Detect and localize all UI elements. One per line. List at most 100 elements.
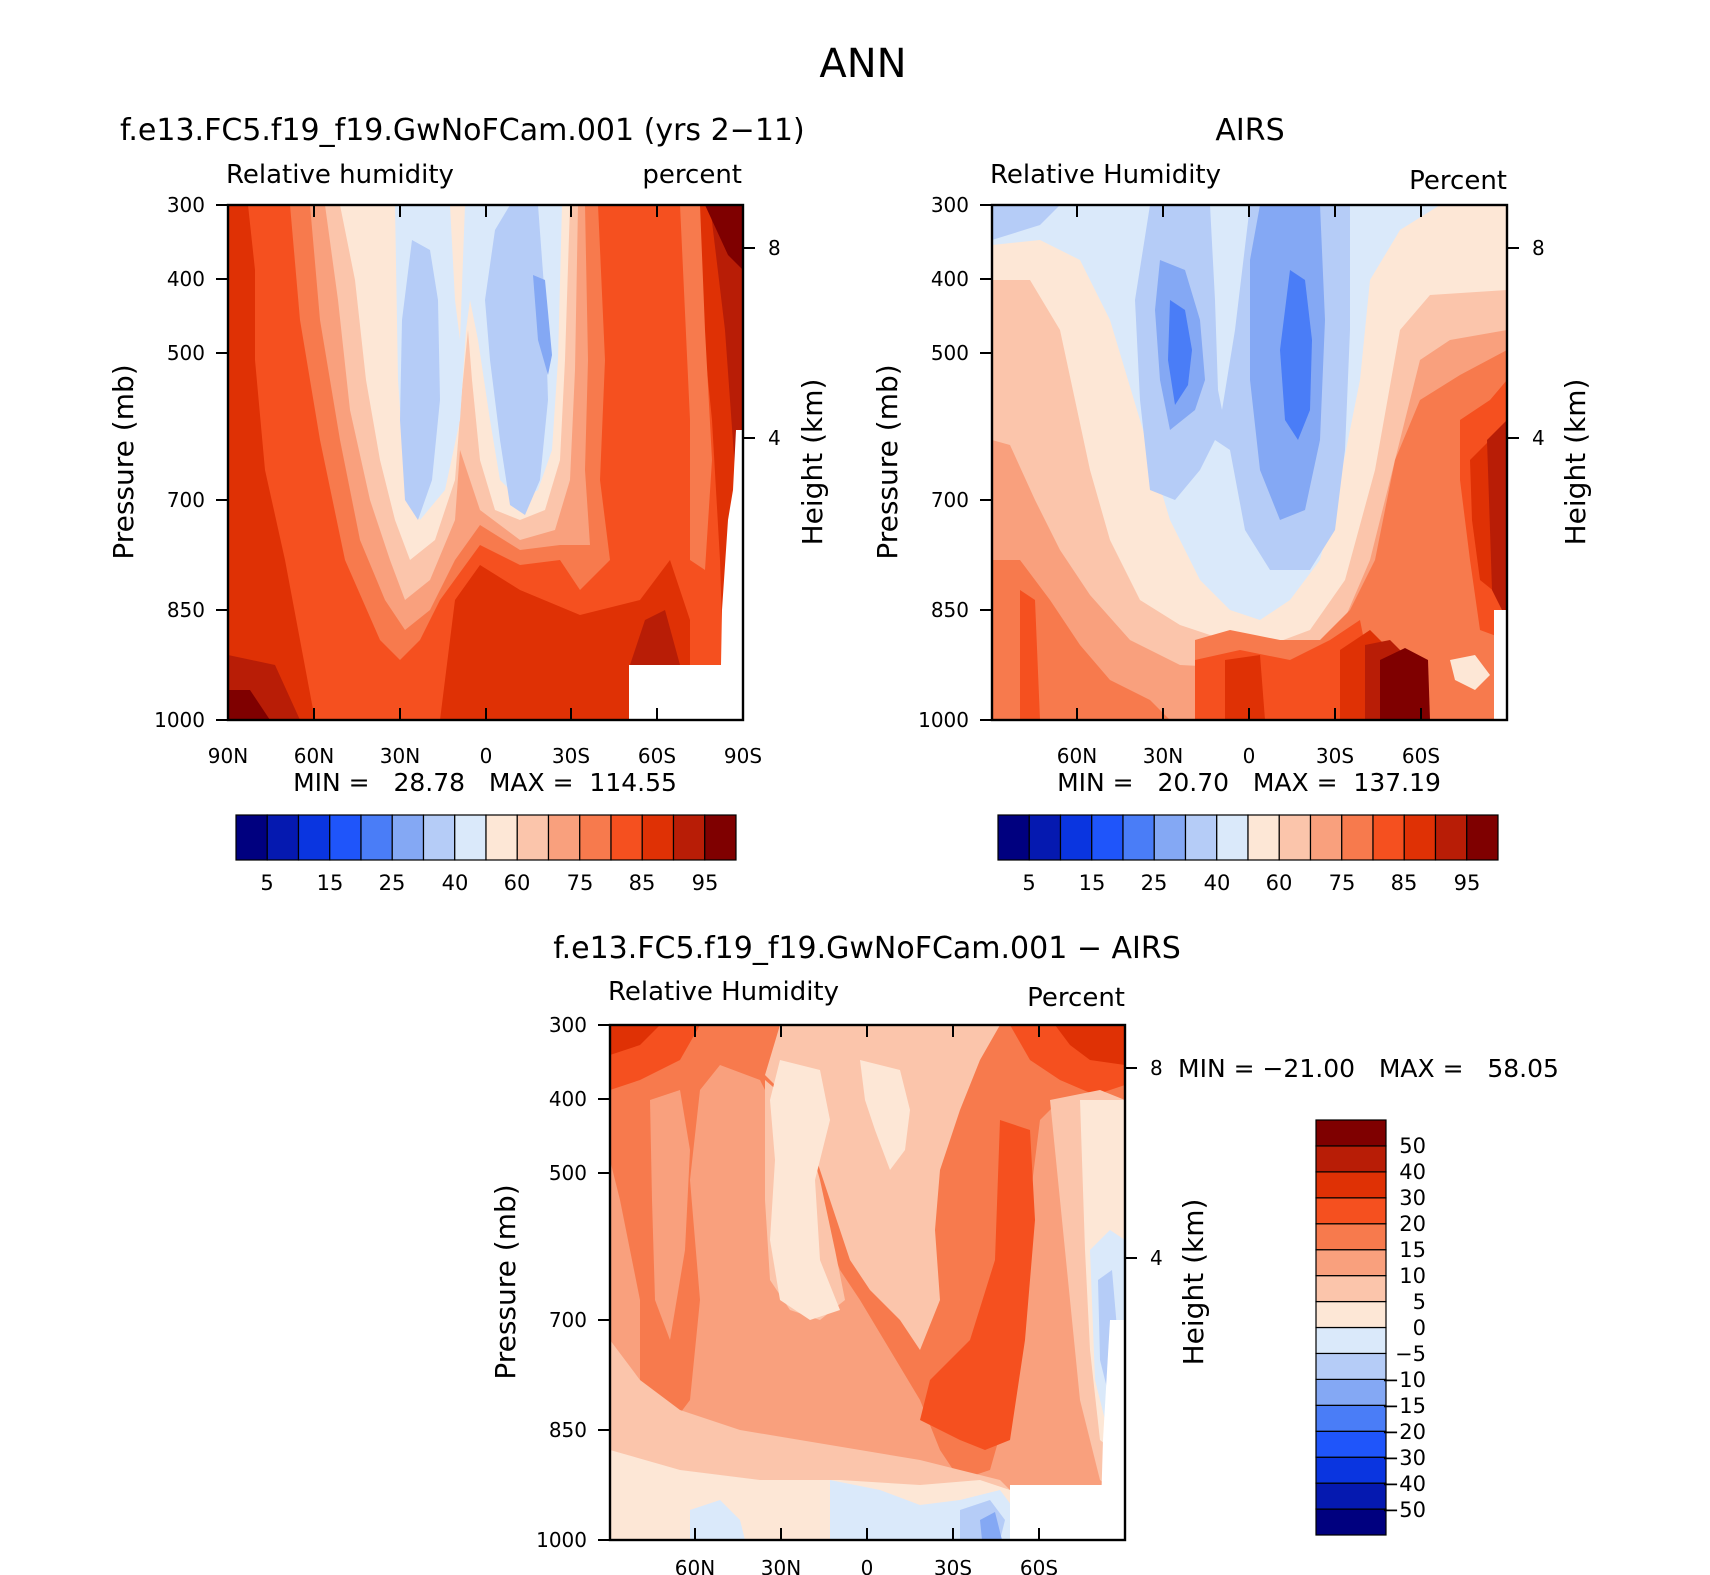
contour-band <box>770 1060 840 1320</box>
contour-band <box>1225 655 1265 720</box>
colorbar-label: 95 <box>1454 871 1481 895</box>
colorbar-label: 75 <box>1329 871 1356 895</box>
contour-band <box>690 1500 745 1540</box>
colorbar-box <box>297 814 331 861</box>
contour-band <box>1380 648 1430 720</box>
colorbar-box <box>1278 814 1312 861</box>
colorbar-label: 60 <box>1266 871 1293 895</box>
missing-data-region <box>720 430 743 720</box>
contour-band <box>705 205 743 270</box>
colorbar-label: 85 <box>1391 871 1418 895</box>
colorbar-box <box>516 814 550 861</box>
colorbar-label: −40 <box>1382 1472 1426 1496</box>
y-tick-label: 850 <box>167 598 205 622</box>
colorbar-tick-labels: 5 15 25 40 60 75 85 95 <box>1022 871 1480 895</box>
y-tick-label: 400 <box>167 267 205 291</box>
right-tick-label: 4 <box>1150 1246 1163 1270</box>
missing-data-region <box>1100 1320 1125 1540</box>
colorbar-label: 40 <box>1399 1160 1426 1184</box>
y-axis-title: Pressure (mb) <box>871 364 904 559</box>
x-tick-label: 60S <box>1402 744 1440 768</box>
y-tick-label: 500 <box>549 1161 587 1185</box>
colorbar-label: −10 <box>1382 1368 1426 1392</box>
contour-band <box>610 1025 660 1055</box>
axis-ticks <box>216 204 755 721</box>
colorbar-box <box>641 814 675 861</box>
y-tick-label: 850 <box>549 1418 587 1442</box>
contour-band <box>992 205 1060 240</box>
colorbar-label: 5 <box>1413 1290 1426 1314</box>
colorbar-label: −15 <box>1382 1394 1426 1418</box>
y-tick-label: 1000 <box>536 1528 587 1552</box>
contour-band <box>228 690 270 720</box>
min-max-label: MIN = −21.00 MAX = 58.05 <box>1178 1054 1559 1083</box>
x-tick-label: 30N <box>761 1556 801 1575</box>
colorbar-box <box>704 814 737 861</box>
colorbar-box <box>1122 814 1155 861</box>
colorbar-box <box>1091 814 1124 861</box>
y-axis-title: Pressure (mb) <box>489 1184 522 1379</box>
heatmap-plot <box>226 203 745 722</box>
panel-subtitle-left: Relative Humidity <box>990 160 1221 190</box>
panel-title: f.e13.FC5.f19_f19.GwNoFCam.001 − AIRS <box>553 931 1181 966</box>
right-tick-label: 4 <box>1532 426 1545 450</box>
colorbar-box <box>1315 1300 1387 1329</box>
colorbar-label: −5 <box>1395 1342 1426 1366</box>
colorbar-boxes <box>997 814 1499 861</box>
y-tick-label: 700 <box>167 488 205 512</box>
colorbar-box <box>1028 814 1062 861</box>
contour-band <box>860 1060 910 1170</box>
colorbar-box <box>1466 814 1499 861</box>
colorbar-box <box>1315 1145 1387 1173</box>
axis-ticks <box>598 1024 1137 1541</box>
colorbar-box <box>1315 1430 1387 1458</box>
contour-band <box>1055 1025 1125 1065</box>
colorbar-box <box>1315 1352 1387 1380</box>
colorbar-label: 0 <box>1413 1316 1426 1340</box>
missing-data-region <box>1494 610 1507 720</box>
contour-band <box>710 205 743 520</box>
colorbar-box <box>360 814 393 861</box>
panel-subtitle-right: percent <box>642 160 742 190</box>
colorbar-box <box>1309 814 1343 861</box>
contour-band <box>980 1512 1002 1540</box>
contour-band <box>1450 655 1490 690</box>
colorbar-label: 30 <box>1399 1186 1426 1210</box>
colorbar-label: 25 <box>379 871 406 895</box>
colorbar-box <box>1315 1171 1387 1199</box>
colorbar-label: 95 <box>692 871 719 895</box>
contour-band <box>1487 420 1507 620</box>
min-max-label: MIN = 20.70 MAX = 137.19 <box>1057 768 1441 797</box>
colorbar: 5 15 25 40 60 75 85 95 <box>235 814 737 895</box>
panel-subtitle-right: Percent <box>1027 983 1125 1013</box>
panel-title: AIRS <box>1215 113 1284 148</box>
colorbar-label: 75 <box>567 871 594 895</box>
right-axis-title: Height (km) <box>1177 1199 1210 1366</box>
colorbar-box <box>579 814 612 861</box>
colorbar-box <box>1372 814 1405 861</box>
colorbar-label: −20 <box>1382 1420 1426 1444</box>
colorbar-box <box>485 814 518 861</box>
colorbar-box <box>1315 1119 1387 1147</box>
contour-band <box>630 610 680 665</box>
y-tick-label: 850 <box>931 598 969 622</box>
axis-tick-labels: 60N 30N 0 30S 60S 300 400 500 700 850 10… <box>918 193 1545 768</box>
right-axis-title: Height (km) <box>796 379 829 546</box>
heatmap-plot <box>990 203 1509 722</box>
panel-model: f.e13.FC5.f19_f19.GwNoFCam.001 (yrs 2−11… <box>107 113 829 895</box>
y-tick-label: 300 <box>931 193 969 217</box>
contour-band <box>920 1120 1035 1450</box>
colorbar-label: 15 <box>1399 1238 1426 1262</box>
y-tick-label: 700 <box>549 1308 587 1332</box>
x-tick-label: 60N <box>1057 744 1097 768</box>
colorbar-label: 5 <box>260 871 273 895</box>
colorbar-label: 15 <box>1079 871 1106 895</box>
x-tick-label: 30N <box>1143 744 1183 768</box>
colorbar-box <box>1184 814 1218 861</box>
y-tick-label: 400 <box>549 1087 587 1111</box>
colorbar-label: 25 <box>1141 871 1168 895</box>
colorbar-box <box>672 814 706 861</box>
contour-band <box>485 205 548 515</box>
x-tick-label: 60S <box>1020 1556 1058 1575</box>
